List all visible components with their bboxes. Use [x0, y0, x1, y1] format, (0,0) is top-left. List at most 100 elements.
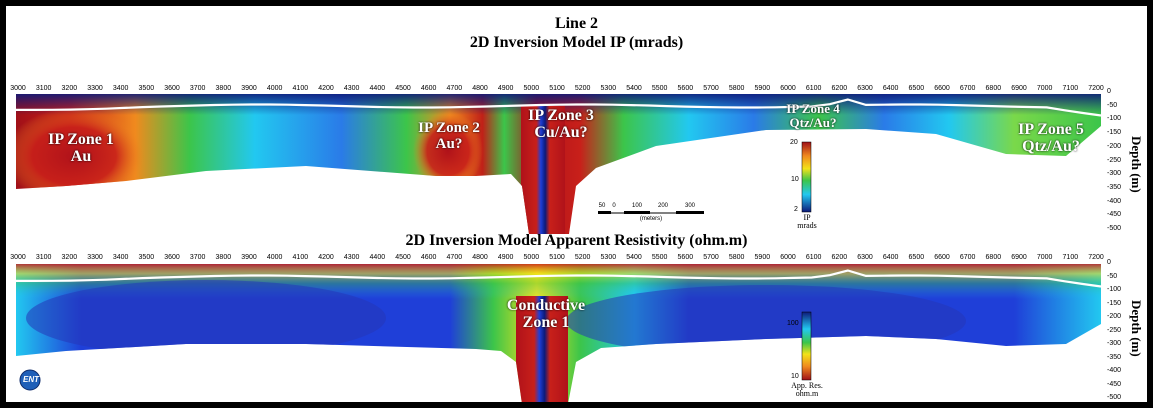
ip-zone-2-type: Au? [435, 135, 463, 152]
ip-zone-2-name: IP Zone 2 [418, 120, 480, 136]
res-x-tick-4200: 4200 [318, 254, 334, 261]
ip-x-tick-3000: 3000 [10, 85, 26, 92]
ip-x-tick-6600: 6600 [934, 85, 950, 92]
res-x-tick-3700: 3700 [189, 254, 206, 261]
res-x-tick-4300: 4300 [343, 254, 360, 261]
res-x-tick-5700: 5700 [703, 254, 719, 261]
res-x-tick-4700: 4700 [446, 254, 463, 261]
ip-x-tick-7100: 7100 [1062, 85, 1079, 92]
res-x-tick-4600: 4600 [420, 254, 437, 261]
ip-depth-tick-0: 0 [1107, 88, 1111, 95]
ip-x-tick-6900: 6900 [1011, 85, 1027, 92]
scale-tick-0: 0 [612, 203, 616, 209]
res-x-tick-3200: 3200 [61, 254, 78, 261]
res-x-tick-6100: 6100 [805, 254, 822, 261]
res-x-tick-5000: 5000 [523, 254, 540, 261]
ip-x-tick-6100: 6100 [805, 85, 822, 92]
ip-x-tick-4500: 4500 [395, 85, 411, 92]
ip-x-tick-7200: 7200 [1088, 85, 1104, 92]
res-x-tick-4000: 4000 [266, 254, 283, 261]
res-depth-tick--350: -350 [1107, 353, 1122, 361]
resistivity-colorbar [801, 311, 812, 381]
ip-zone-3-anomaly [521, 106, 565, 234]
ip-colorbar-tick-min: 2 [794, 206, 798, 213]
res-x-tick-6300: 6300 [857, 254, 873, 261]
res-colorbar-caption-unit: ohm.m [795, 389, 819, 398]
res-x-tick-5500: 5500 [651, 254, 668, 261]
ip-topography-line [16, 98, 1102, 117]
ip-x-tick-6300: 6300 [857, 85, 873, 92]
scale-unit: (meters) [639, 216, 663, 222]
ip-x-tick-4400: 4400 [369, 85, 386, 92]
ip-x-tick-5800: 5800 [728, 85, 745, 92]
res-x-tick-4400: 4400 [369, 254, 386, 261]
ip-x-tick-3100: 3100 [35, 85, 52, 92]
ip-x-tick-4600: 4600 [420, 85, 437, 92]
ip-x-tick-3600: 3600 [164, 85, 180, 92]
ip-x-tick-5500: 5500 [651, 85, 668, 92]
ip-x-tick-6500: 6500 [908, 85, 925, 92]
ip-colorbar-tick-mid: 10 [791, 176, 799, 183]
ip-zone-3-name: IP Zone 3 [528, 107, 594, 124]
depth-label-resistivity: Depth (m) [1129, 300, 1144, 357]
ip-x-tick-5200: 5200 [574, 85, 591, 92]
res-colorbar-tick-max: 100 [787, 320, 799, 327]
scale-tick-300: 300 [684, 203, 696, 209]
ip-x-tick-5700: 5700 [703, 85, 719, 92]
res-x-tick-6000: 6000 [780, 254, 796, 261]
res-depth-tick--150: -150 [1107, 299, 1122, 307]
ip-x-tick-4900: 4900 [497, 85, 514, 92]
res-x-tick-5800: 5800 [728, 254, 745, 261]
res-x-tick-7200: 7200 [1088, 254, 1104, 261]
res-colorbar-caption-name: App. Res. [791, 381, 823, 390]
res-x-tick-6200: 6200 [831, 254, 848, 261]
res-depth-tick--200: -200 [1107, 313, 1122, 320]
logo [19, 369, 41, 391]
resistivity-topography-line [16, 269, 1102, 288]
res-colorbar-tick-min: 10 [791, 373, 799, 380]
res-x-tick-4900: 4900 [497, 254, 514, 261]
conductive-zone-anomaly [516, 296, 568, 402]
res-x-tick-6400: 6400 [882, 254, 899, 261]
ip-depth-tick--250: -250 [1107, 156, 1122, 164]
depth-label-ip: Depth (m) [1129, 136, 1144, 193]
ip-zone-4-type: Qtz/Au? [789, 114, 837, 130]
ip-colorbar-tick-max: 20 [790, 139, 798, 146]
res-x-tick-3900: 3900 [241, 254, 257, 261]
res-x-tick-3600: 3600 [164, 254, 180, 261]
figure-frame: Line 2 2D Inversion Model IP (mrads) 2D … [6, 6, 1147, 402]
ip-colorbar-caption: IP mrads [797, 214, 817, 230]
ip-x-tick-6400: 6400 [882, 85, 899, 92]
res-x-tick-6700: 6700 [959, 254, 976, 261]
ip-x-tick-6000: 6000 [780, 85, 796, 92]
ip-x-tick-4300: 4300 [343, 85, 360, 92]
res-x-tick-5400: 5400 [626, 254, 642, 261]
ip-x-tick-3400: 3400 [112, 85, 129, 92]
res-x-tick-5300: 5300 [600, 254, 617, 261]
res-x-tick-5600: 5600 [677, 254, 694, 261]
res-x-tick-4800: 4800 [472, 254, 488, 261]
res-x-tick-5900: 5900 [754, 254, 771, 261]
ip-x-tick-3800: 3800 [215, 85, 232, 92]
res-x-tick-3800: 3800 [215, 254, 232, 261]
res-depth-tick--100: -100 [1107, 286, 1122, 293]
ip-depth-tick--50: -50 [1107, 101, 1118, 109]
res-x-tick-6900: 6900 [1011, 254, 1027, 261]
ip-zone-2-label: IP Zone 2 Au? [418, 120, 480, 153]
ip-x-tick-5900: 5900 [754, 85, 771, 92]
res-x-tick-6600: 6600 [934, 254, 950, 261]
ip-depth-tick--500: -500 [1107, 225, 1122, 232]
ip-x-tick-6200: 6200 [831, 85, 848, 92]
ip-zone-5-label: IP Zone 5 Qtz/Au? [1018, 121, 1084, 156]
logo-text: ENT [23, 375, 39, 384]
ip-x-tick-5000: 5000 [523, 85, 540, 92]
res-depth-tick--500: -500 [1107, 394, 1122, 401]
ip-x-tick-3200: 3200 [61, 85, 78, 92]
ip-x-tick-5600: 5600 [677, 85, 694, 92]
ip-x-tick-5400: 5400 [626, 85, 642, 92]
scale-tick-50: 50 [598, 203, 606, 209]
res-depth-tick--450: -450 [1107, 380, 1122, 388]
ip-zone-1-anomaly [16, 108, 144, 204]
res-x-tick-3000: 3000 [10, 254, 26, 261]
ip-x-tick-4000: 4000 [266, 85, 283, 92]
